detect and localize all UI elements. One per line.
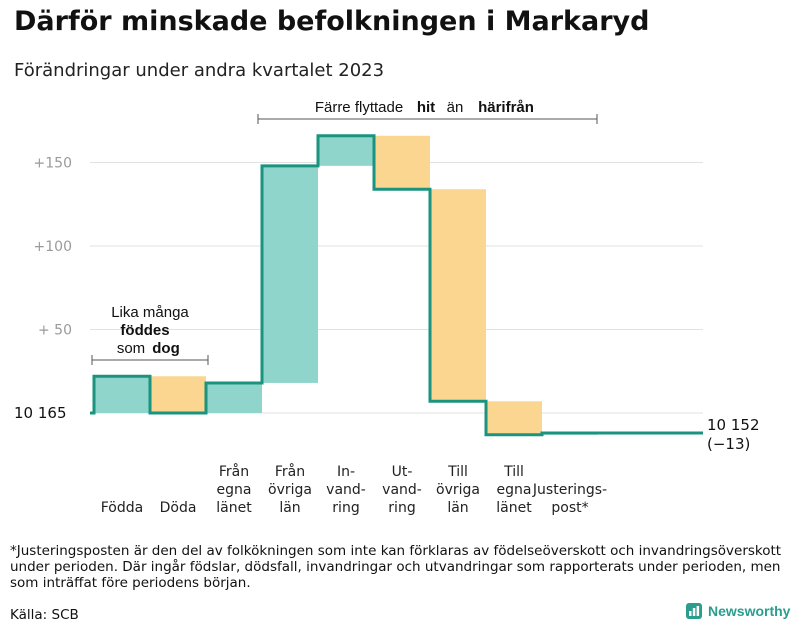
x-category-label: vand- [326, 482, 366, 498]
migration-annotation: Färre flyttade hit än härifrån [257, 99, 598, 124]
source-label: Källa: SCB [10, 607, 79, 623]
cumulative-step-line [90, 134, 703, 437]
x-category-label: ring [332, 500, 359, 516]
x-category-label: län [279, 500, 300, 516]
annotation-middle-word: än [447, 99, 464, 116]
y-tick-label: +100 [34, 239, 72, 255]
x-category-label: vand- [382, 482, 422, 498]
x-category-label: övriga [268, 482, 312, 498]
y-tick-label: +150 [34, 156, 72, 172]
waterfall-chart: +150 +100 + 50 10 165 Födda Döda Från egna länet… [14, 99, 760, 516]
chart-subtitle: Förändringar under andra kvartalet 2023 [14, 60, 385, 81]
x-category-label: In- [337, 464, 355, 480]
x-category-label: Från [219, 463, 249, 480]
annotation-line-3-prefix: som [117, 340, 145, 357]
annotation-here-word: hit [417, 99, 435, 116]
x-category-label: Justerings- [532, 482, 607, 498]
chart-title: Därför minskade befolkningen i Markaryd [14, 6, 650, 37]
births-deaths-annotation: Lika många föddes som dog [91, 304, 209, 365]
annotation-migration-prefix: Färre flyttade [315, 99, 403, 116]
increase-bar [94, 376, 150, 413]
logo-text: Newsworthy [708, 603, 791, 619]
x-category-label: egna [497, 482, 532, 498]
x-category-label: post* [551, 500, 588, 516]
x-category-label: ring [388, 500, 415, 516]
decrease-bar [374, 135, 430, 190]
increase-bar [206, 382, 262, 413]
footnote: *Justeringsposten är den del av folkökni… [10, 543, 782, 591]
increase-bar [318, 135, 374, 166]
bar-chart-icon [686, 603, 702, 619]
x-category-label: län [447, 500, 468, 516]
annotation-births-word: föddes [120, 322, 169, 339]
increase-bar [262, 165, 318, 383]
x-category-label: Till [447, 464, 468, 480]
x-category-label: egna [217, 482, 252, 498]
end-value-label: 10 152 [707, 416, 760, 434]
x-category-label: Födda [101, 500, 143, 516]
x-category-label: Döda [160, 500, 197, 516]
x-category-label: Ut- [392, 464, 413, 480]
decrease-bar [150, 376, 206, 413]
end-change-label: (−13) [707, 435, 750, 453]
x-category-label: övriga [436, 482, 480, 498]
x-category-label: länet [496, 500, 532, 516]
annotation-deaths-word: dog [152, 340, 180, 357]
x-category-label: Från [275, 463, 305, 480]
x-category-label: länet [216, 500, 252, 516]
decrease-bar [486, 401, 542, 435]
start-value-label: 10 165 [14, 404, 67, 422]
x-category-label: Till [503, 464, 524, 480]
newsworthy-logo: Newsworthy [686, 603, 790, 619]
annotation-from-word: härifrån [478, 99, 534, 116]
y-tick-label: + 50 [38, 323, 72, 339]
annotation-line-1: Lika många [111, 304, 189, 321]
decrease-bar [430, 189, 486, 402]
